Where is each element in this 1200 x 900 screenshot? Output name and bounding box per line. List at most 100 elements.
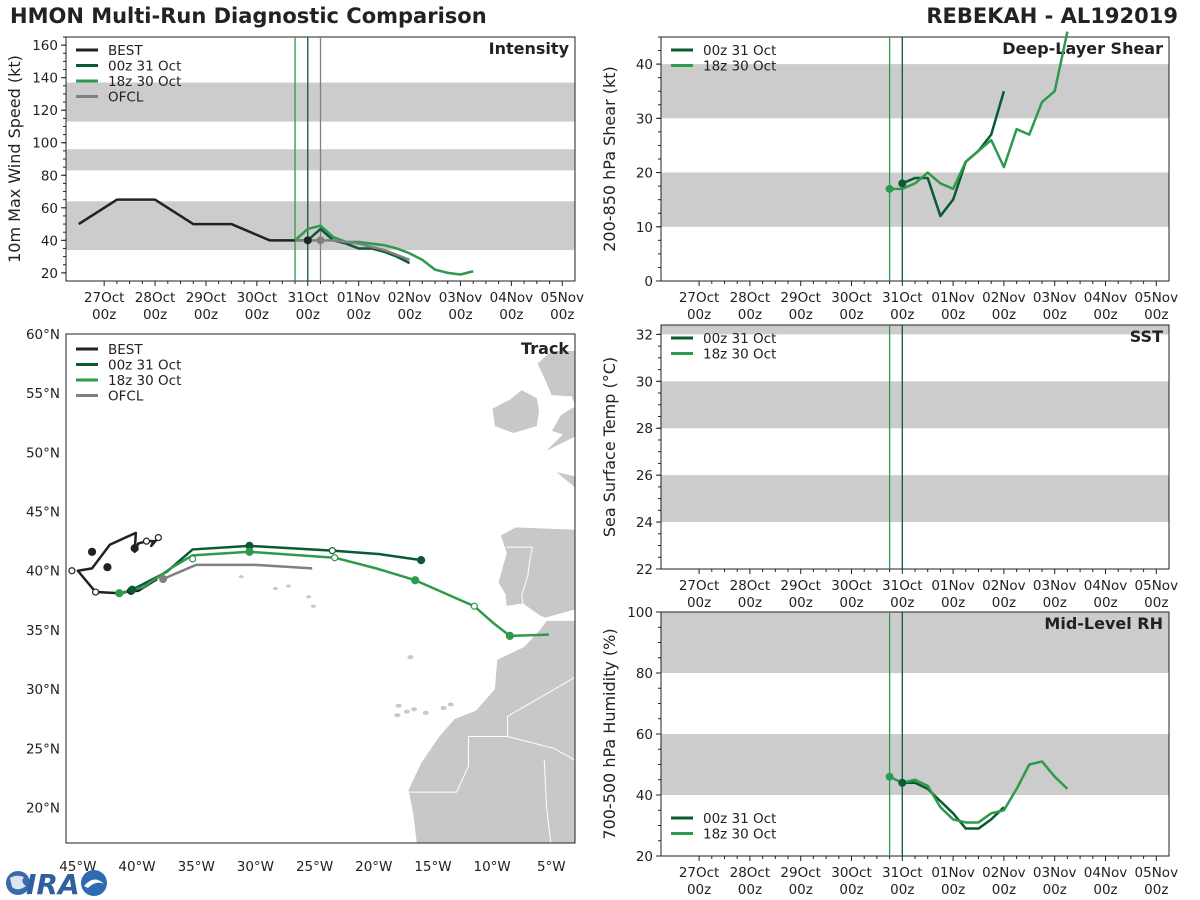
x-tick-day: 27Oct xyxy=(679,865,720,881)
x-tick-hour: 00z xyxy=(789,595,813,611)
y-tick-label: 40 xyxy=(636,788,653,804)
legend-label-run18: 18z 30 Oct xyxy=(703,59,776,75)
y-tick-label: 80 xyxy=(636,666,653,682)
x-tick-day: 03Nov xyxy=(439,290,483,306)
legend-label-run00: 00z 31 Oct xyxy=(108,358,181,374)
x-tick-hour: 00z xyxy=(687,882,711,898)
x-tick-day: 29Oct xyxy=(780,578,821,594)
track-marker-run18 xyxy=(411,576,420,585)
legend-label-run00: 00z 31 Oct xyxy=(703,811,776,827)
x-tick-hour: 00z xyxy=(1043,882,1067,898)
x-tick-hour: 00z xyxy=(839,882,863,898)
x-tick-day: 01Nov xyxy=(337,290,381,306)
y-tick-label: 160 xyxy=(32,38,58,54)
intensity-band xyxy=(661,734,1169,795)
intensity-band xyxy=(661,381,1169,429)
track-marker-run18 xyxy=(245,547,254,556)
x-tick-day: 31Oct xyxy=(882,578,923,594)
intensity-band xyxy=(661,64,1169,119)
track-marker-run18 xyxy=(470,602,478,610)
y-tick-label: 60 xyxy=(41,201,58,217)
track-marker-best xyxy=(87,547,97,556)
azores-island xyxy=(306,595,312,599)
series-line-best xyxy=(78,198,308,242)
x-tick-day: 29Oct xyxy=(780,290,821,306)
lon-tick-label: 15°W xyxy=(414,859,451,875)
track-marker-run00 xyxy=(417,555,426,565)
x-tick-day: 02Nov xyxy=(982,865,1026,881)
x-tick-hour: 00z xyxy=(347,307,371,323)
lat-tick-label: 25°N xyxy=(26,741,60,757)
x-tick-hour: 00z xyxy=(245,307,269,323)
x-tick-hour: 00z xyxy=(1043,307,1067,323)
island xyxy=(440,706,447,711)
series-line-run00 xyxy=(901,90,1006,218)
y-tick-label: 24 xyxy=(636,515,653,531)
x-tick-hour: 00z xyxy=(92,307,116,323)
azores-island xyxy=(273,586,279,591)
x-tick-day: 28Oct xyxy=(730,865,771,881)
legend-label-run00: 00z 31 Oct xyxy=(108,59,181,75)
x-tick-day: 02Nov xyxy=(982,578,1026,594)
x-tick-day: 01Nov xyxy=(931,865,975,881)
island xyxy=(395,703,402,708)
series-line-run18 xyxy=(889,31,1069,191)
x-tick-day: 30Oct xyxy=(831,578,872,594)
lon-tick-label: 10°W xyxy=(473,859,510,875)
legend-label-run18: 18z 30 Oct xyxy=(108,373,181,389)
lon-tick-label: 40°W xyxy=(118,859,155,875)
border-morocco-algeria xyxy=(507,676,575,717)
intensity-band xyxy=(661,172,1169,227)
panel-title: Deep-Layer Shear xyxy=(1002,39,1163,58)
x-tick-day: 28Oct xyxy=(135,290,176,306)
x-tick-day: 30Oct xyxy=(831,290,872,306)
x-tick-hour: 00z xyxy=(296,307,320,323)
x-tick-hour: 00z xyxy=(941,595,965,611)
y-tick-label: 30 xyxy=(636,111,653,127)
x-tick-hour: 00z xyxy=(941,307,965,323)
y-tick-label: 28 xyxy=(636,421,653,437)
track-marker-best xyxy=(103,563,112,572)
x-tick-hour: 00z xyxy=(1043,595,1067,611)
init-marker-run00 xyxy=(898,778,907,787)
track-line-run18 xyxy=(118,550,549,638)
lon-tick-label: 45°W xyxy=(59,859,96,875)
y-axis-label: 10m Max Wind Speed (kt) xyxy=(5,55,24,263)
x-tick-hour: 00z xyxy=(1144,882,1168,898)
y-tick-label: 100 xyxy=(32,136,58,152)
track-marker-best xyxy=(91,588,100,596)
panel-track: 45°W 40°W 35°W 30°W 25°W 20°W 15°W 10°W 5°W 20°N 2… xyxy=(26,327,576,875)
x-tick-day: 30Oct xyxy=(237,290,278,306)
island xyxy=(411,707,418,712)
track-line-ofcl xyxy=(162,563,313,581)
intensity-band xyxy=(661,325,1169,335)
y-tick-label: 10 xyxy=(636,220,653,236)
x-tick-day: 05Nov xyxy=(1135,290,1179,306)
x-tick-day: 04Nov xyxy=(1084,290,1128,306)
logo-wordmark: IRA xyxy=(26,868,80,900)
x-tick-day: 05Nov xyxy=(541,290,585,306)
x-tick-hour: 00z xyxy=(839,307,863,323)
track-marker-best xyxy=(130,544,139,553)
border-mali xyxy=(543,760,552,843)
x-tick-day: 02Nov xyxy=(982,290,1026,306)
init-marker-run18 xyxy=(885,772,894,781)
island xyxy=(394,713,401,718)
x-tick-hour: 00z xyxy=(789,882,813,898)
x-tick-hour: 00z xyxy=(143,307,167,323)
track-marker-run18 xyxy=(115,589,124,598)
x-tick-day: 29Oct xyxy=(780,865,821,881)
y-tick-label: 20 xyxy=(41,266,58,282)
x-tick-day: 04Nov xyxy=(1084,865,1128,881)
x-tick-day: 27Oct xyxy=(679,578,720,594)
legend-label-best: BEST xyxy=(108,342,143,358)
x-tick-day: 27Oct xyxy=(679,290,720,306)
x-tick-day: 29Oct xyxy=(186,290,227,306)
track-marker-run18 xyxy=(331,554,339,562)
x-tick-day: 31Oct xyxy=(882,865,923,881)
island xyxy=(422,710,429,715)
lat-tick-label: 40°N xyxy=(26,564,60,580)
y-axis-label: 700-500 hPa Humidity (%) xyxy=(600,628,619,839)
y-tick-label: 32 xyxy=(636,327,653,343)
island xyxy=(407,655,414,660)
